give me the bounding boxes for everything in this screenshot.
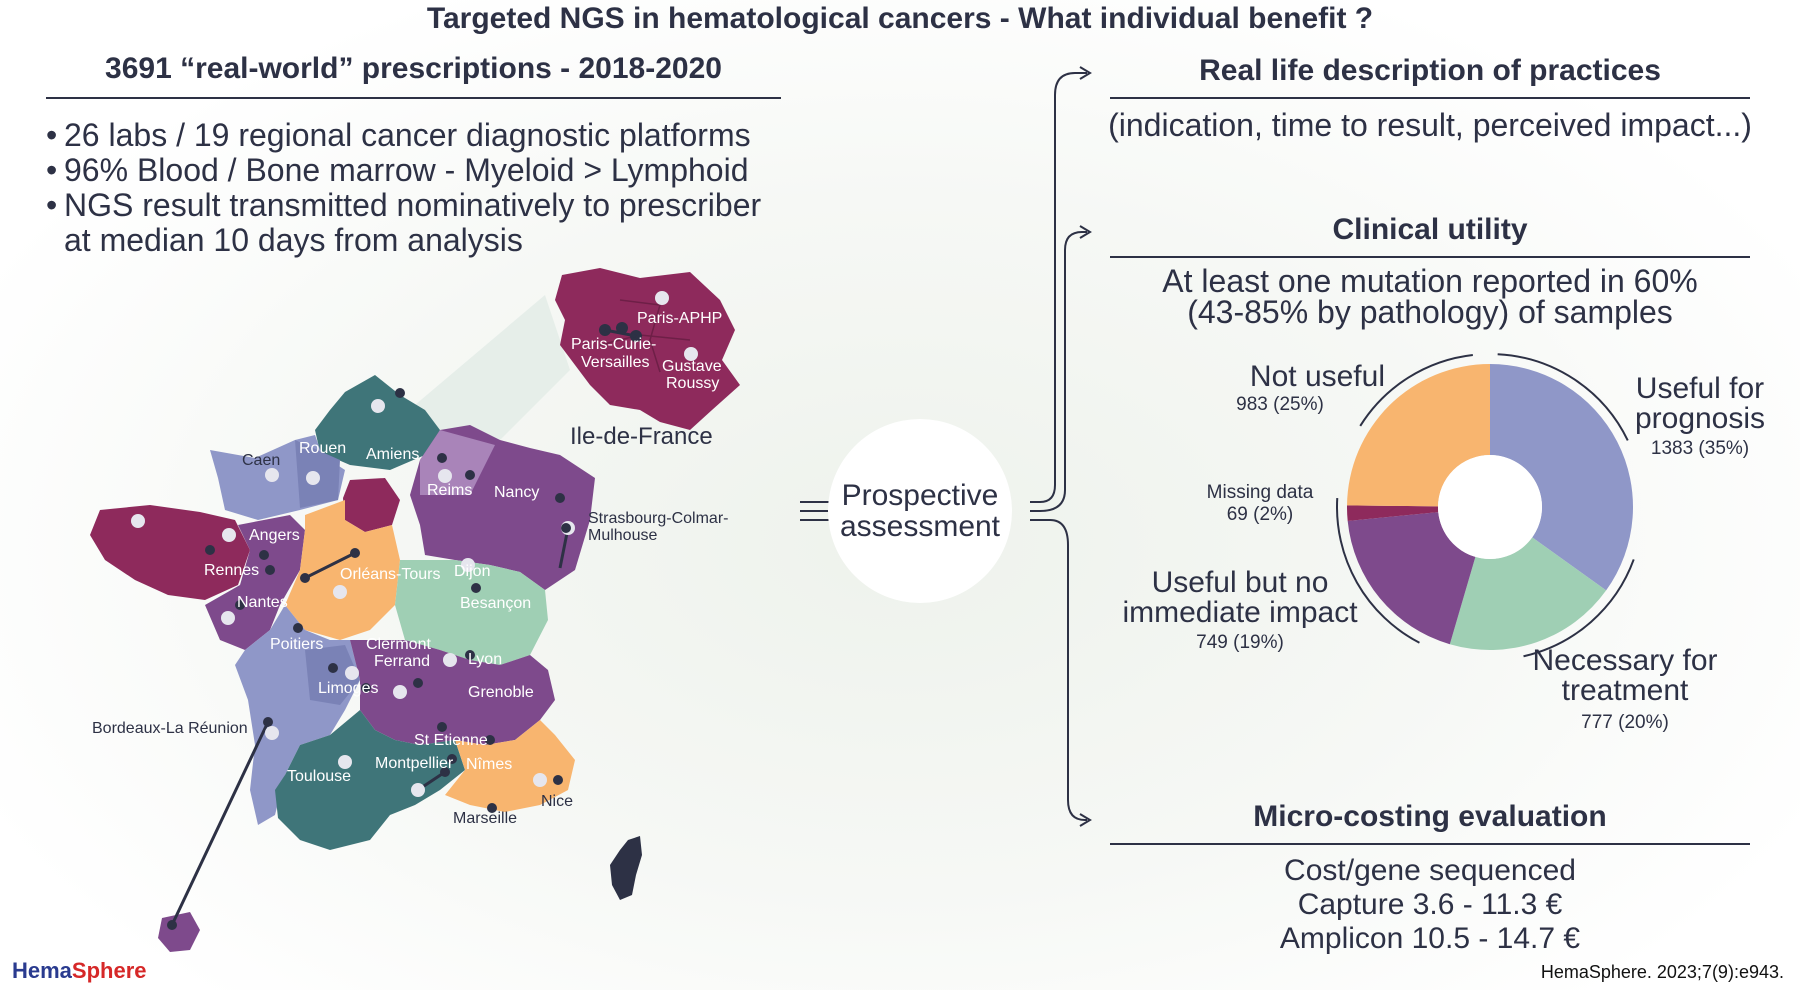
utility-heading: Clinical utility xyxy=(1332,213,1528,246)
city-st-etienne: St Etienne xyxy=(414,732,488,749)
costing-heading: Micro-costing evaluation xyxy=(1253,800,1607,833)
city-paris-curie: Paris-Curie- xyxy=(571,336,657,353)
city-orleans-tours: Orléans-Tours xyxy=(340,566,441,583)
citation: HemaSphere. 2023;7(9):e943. xyxy=(1540,962,1784,982)
bullet-item: • 26 labs / 19 regional cancer diagnostic… xyxy=(46,117,751,153)
left-heading: 3691 “real-world” prescriptions - 2018-2… xyxy=(105,52,722,85)
utility-rule xyxy=(1110,256,1750,258)
city-angers: Angers xyxy=(249,527,300,544)
bullet-item: • NGS result transmitted nominatively to … xyxy=(46,187,762,223)
ile-de-france-inset xyxy=(555,268,740,430)
city-montpellier: Montpellier xyxy=(375,755,454,772)
city-amiens: Amiens xyxy=(366,446,420,463)
practices-sub: (indication, time to result, perceived i… xyxy=(1108,107,1752,143)
city-bordeaux: Bordeaux-La Réunion xyxy=(92,720,248,737)
city-nimes: Nîmes xyxy=(466,756,513,773)
label-prognosis: Useful for prognosis 1383 (35%) xyxy=(1634,372,1766,460)
city-paris-aphp: Paris-APHP xyxy=(637,310,723,327)
city-gustave: Gustave xyxy=(662,358,722,375)
label-missing-data: Missing data 69 (2%) xyxy=(1206,482,1314,525)
city-lyon: Lyon xyxy=(468,651,503,668)
city-grenoble: Grenoble xyxy=(468,684,534,701)
city-nantes: Nantes xyxy=(237,594,288,611)
city-versailles: Versailles xyxy=(581,354,650,371)
city-limoges: Limoges xyxy=(318,680,379,697)
left-bullets: • 26 labs / 19 regional cancer diagnostic… xyxy=(46,118,761,258)
label-no-immediate-impact: Useful but no immediate impact 749 (19%) xyxy=(1122,566,1358,654)
city-mulhouse: Mulhouse xyxy=(588,527,658,544)
city-ferrand: Ferrand xyxy=(374,653,431,670)
city-besancon: Besançon xyxy=(460,595,532,612)
city-rouen: Rouen xyxy=(299,440,347,457)
practices-rule xyxy=(1110,97,1750,99)
donut-hole xyxy=(1438,455,1542,559)
donut-ring-arc xyxy=(1359,353,1473,427)
costing-details: Cost/gene sequenced Capture 3.6 - 11.3 €… xyxy=(1279,854,1581,955)
costing-rule xyxy=(1110,843,1750,845)
donut-ring-arc xyxy=(1523,559,1635,658)
city-strasbourg: Strasbourg-Colmar- xyxy=(588,510,729,527)
utility-sub: At least one mutation reported in 60% (4… xyxy=(1162,263,1698,330)
left-heading-rule xyxy=(46,97,781,99)
city-roussy: Roussy xyxy=(666,375,720,392)
city-rennes: Rennes xyxy=(204,562,260,579)
center-node-circle xyxy=(828,419,1012,603)
donut-slice xyxy=(1347,505,1439,521)
city-reims: Reims xyxy=(427,482,473,499)
clinical-utility-donut xyxy=(1336,353,1635,658)
center-node-graphics xyxy=(800,66,1092,827)
city-marseille: Marseille xyxy=(453,810,518,827)
hemasphere-logo: HemaSphere xyxy=(12,958,147,983)
city-nancy: Nancy xyxy=(494,484,540,501)
city-dijon: Dijon xyxy=(454,563,491,580)
donut-slice xyxy=(1347,512,1476,645)
practices-heading: Real life description of practices xyxy=(1199,54,1661,87)
city-nice: Nice xyxy=(541,793,574,810)
inset-label: Ile-de-France xyxy=(570,423,713,450)
donut-slice xyxy=(1347,364,1490,507)
center-node-label: Prospective assessment xyxy=(839,479,1001,543)
city-poitiers: Poitiers xyxy=(270,636,324,653)
city-toulouse: Toulouse xyxy=(287,768,352,785)
label-treatment: Necessary for treatment 777 (20%) xyxy=(1532,644,1718,734)
donut-ring-arc xyxy=(1497,353,1629,441)
city-clermont: Clermont xyxy=(366,636,431,653)
bullet-item: • 96% Blood / Bone marrow - Myeloid > Lym… xyxy=(46,152,749,188)
donut-ring-arc xyxy=(1336,498,1420,644)
donut-slice xyxy=(1449,537,1607,650)
france-map xyxy=(90,375,642,952)
donut-slice xyxy=(1490,364,1633,591)
page-title: Targeted NGS in hematological cancers - … xyxy=(426,2,1374,35)
city-caen: Caen xyxy=(242,452,281,469)
bullet-item-continued: at median 10 days from analysis xyxy=(64,222,523,258)
label-not-useful: Not useful 983 (25%) xyxy=(1236,360,1385,416)
